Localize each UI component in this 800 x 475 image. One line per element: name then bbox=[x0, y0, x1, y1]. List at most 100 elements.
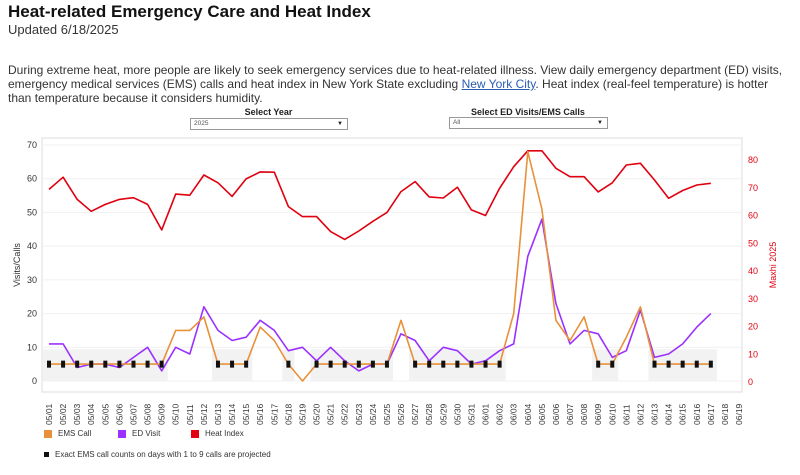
updated-date: Updated 6/18/2025 bbox=[8, 22, 119, 37]
projected-marker-swatch bbox=[44, 452, 49, 457]
projected-marker bbox=[103, 360, 108, 368]
x-tick-label: 05/09 bbox=[157, 403, 167, 425]
y-tick-label: 60 bbox=[27, 174, 37, 184]
y-tick-label: 70 bbox=[27, 140, 37, 150]
x-tick-label: 05/31 bbox=[466, 403, 476, 425]
projected-marker bbox=[427, 360, 432, 368]
y-tick-label: 10 bbox=[27, 342, 37, 352]
projected-marker bbox=[708, 360, 713, 368]
description: During extreme heat, more people are lik… bbox=[8, 63, 793, 105]
select-year-label: Select Year bbox=[244, 107, 293, 117]
legend-ed[interactable]: ED Visit bbox=[118, 429, 160, 438]
x-tick-label: 06/06 bbox=[551, 403, 561, 425]
projected-marker bbox=[694, 360, 699, 368]
projected-marker bbox=[61, 360, 66, 368]
description-text: During extreme heat, more people are lik… bbox=[8, 63, 783, 91]
projected-marker bbox=[497, 360, 502, 368]
x-tick-label: 06/02 bbox=[495, 403, 505, 425]
ems-swatch bbox=[44, 429, 52, 438]
x-tick-label: 06/03 bbox=[509, 403, 519, 425]
x-tick-label: 06/16 bbox=[692, 403, 702, 425]
ed-swatch bbox=[118, 429, 126, 438]
x-tick-label: 05/23 bbox=[354, 403, 364, 425]
y2-tick-label: 20 bbox=[748, 322, 758, 332]
legend-label: ED Visit bbox=[132, 429, 161, 438]
legend-note-text: Exact EMS call counts on days with 1 to … bbox=[55, 450, 271, 459]
x-tick-label: 06/15 bbox=[678, 403, 688, 425]
x-tick-label: 05/14 bbox=[227, 403, 237, 425]
type-select-value: All bbox=[453, 119, 461, 126]
projected-marker bbox=[356, 360, 361, 368]
dropdown-arrow-icon: ▼ bbox=[337, 121, 343, 127]
legend-projected-note: Exact EMS call counts on days with 1 to … bbox=[44, 450, 271, 459]
projected-marker bbox=[117, 360, 122, 368]
heat-index-line bbox=[48, 150, 711, 241]
y-tick-label: 50 bbox=[27, 207, 37, 217]
projected-marker bbox=[652, 360, 657, 368]
y2-tick-label: 70 bbox=[748, 183, 758, 193]
x-tick-label: 05/22 bbox=[340, 403, 350, 425]
legend-heat-index[interactable]: Heat Index bbox=[191, 429, 244, 438]
x-tick-label: 05/07 bbox=[128, 403, 138, 425]
x-tick-label: 05/15 bbox=[241, 403, 251, 425]
x-tick-label: 06/17 bbox=[706, 403, 716, 425]
projected-marker bbox=[596, 360, 601, 368]
projected-marker bbox=[469, 360, 474, 368]
year-select[interactable]: 2025 ▼ bbox=[190, 118, 348, 130]
projected-marker bbox=[286, 360, 291, 368]
projected-marker bbox=[131, 360, 136, 368]
projected-marker bbox=[47, 360, 51, 368]
projected-marker bbox=[145, 360, 150, 368]
x-tick-label: 06/13 bbox=[650, 403, 660, 425]
projected-marker bbox=[413, 360, 418, 368]
x-tick-label: 05/02 bbox=[58, 403, 68, 425]
x-tick-label: 06/07 bbox=[565, 403, 575, 425]
new-york-city-link[interactable]: New York City bbox=[461, 77, 536, 91]
x-tick-label: 06/05 bbox=[537, 403, 547, 425]
projected-marker bbox=[215, 360, 220, 368]
x-tick-label: 05/12 bbox=[199, 403, 209, 425]
x-tick-label: 06/19 bbox=[734, 403, 744, 425]
x-tick-label: 06/09 bbox=[593, 403, 603, 425]
year-select-value: 2025 bbox=[194, 120, 209, 127]
projected-marker bbox=[328, 360, 333, 368]
x-tick-label: 05/19 bbox=[297, 403, 307, 425]
projected-marker bbox=[244, 360, 249, 368]
x-tick-label: 06/12 bbox=[635, 403, 645, 425]
x-tick-label: 05/27 bbox=[410, 403, 420, 425]
x-tick-label: 05/20 bbox=[312, 403, 322, 425]
x-tick-label: 05/21 bbox=[326, 403, 336, 425]
x-tick-label: 05/29 bbox=[438, 403, 448, 425]
y-tick-label: 20 bbox=[27, 309, 37, 319]
x-tick-label: 05/25 bbox=[382, 403, 392, 425]
projected-marker bbox=[666, 360, 671, 368]
legend-ems[interactable]: EMS Call bbox=[44, 429, 91, 438]
projected-marker bbox=[384, 360, 389, 368]
select-type-label: Select ED Visits/EMS Calls bbox=[471, 107, 585, 117]
y-tick-label: 40 bbox=[27, 241, 37, 251]
x-tick-label: 05/28 bbox=[424, 403, 434, 425]
x-tick-label: 05/08 bbox=[143, 403, 153, 425]
x-tick-label: 05/11 bbox=[185, 404, 195, 425]
x-tick-label: 05/05 bbox=[100, 403, 110, 425]
x-tick-label: 05/10 bbox=[171, 403, 181, 425]
y2-tick-label: 60 bbox=[748, 211, 758, 221]
projected-marker bbox=[441, 360, 446, 368]
x-tick-label: 06/01 bbox=[481, 403, 491, 425]
y2-tick-label: 40 bbox=[748, 266, 758, 276]
projected-marker bbox=[455, 360, 460, 368]
projected-marker bbox=[89, 360, 94, 368]
dropdown-arrow-icon: ▼ bbox=[597, 120, 603, 126]
x-tick-label: 06/11 bbox=[621, 404, 631, 425]
y2-tick-label: 30 bbox=[748, 294, 758, 304]
y2-tick-label: 80 bbox=[748, 155, 758, 165]
y2-tick-label: 0 bbox=[748, 377, 753, 387]
projected-marker bbox=[342, 360, 347, 368]
x-tick-label: 05/24 bbox=[368, 403, 378, 425]
y2-axis-label: Maxhi 2025 bbox=[768, 242, 778, 289]
projected-band bbox=[592, 349, 619, 381]
y-axis-label: Visits/Calls bbox=[12, 243, 22, 287]
type-select[interactable]: All ▼ bbox=[449, 117, 608, 129]
x-tick-label: 05/03 bbox=[72, 403, 82, 425]
